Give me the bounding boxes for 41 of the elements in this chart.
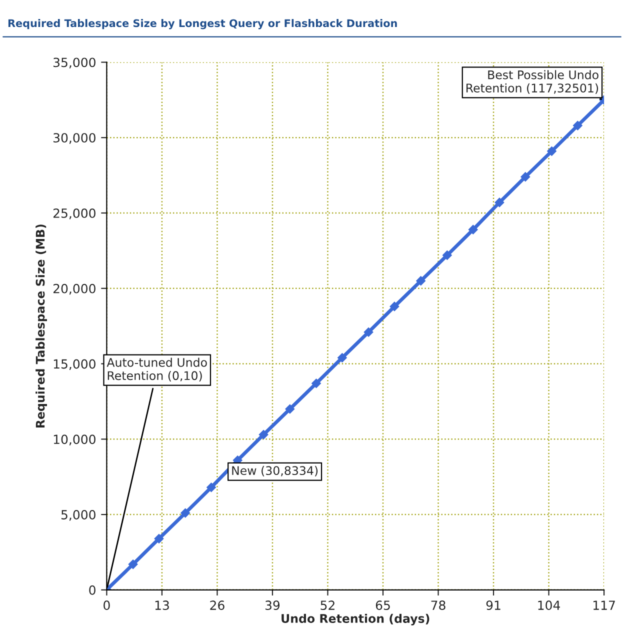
point [206, 482, 216, 492]
point [546, 146, 557, 156]
point [285, 404, 295, 414]
y-tick-label: 10,000 [54, 434, 96, 446]
point [416, 276, 426, 286]
point [572, 120, 583, 130]
point [442, 250, 452, 260]
x-axis-title: Undo Retention (days) [282, 614, 430, 626]
point [337, 352, 348, 363]
point [468, 224, 478, 234]
annotation: Auto-tuned Undo Retention (0,10) [106, 358, 207, 382]
point [364, 327, 374, 338]
point [494, 198, 504, 208]
y-tick-label: 15,000 [54, 359, 96, 370]
x-tick-label: 39 [265, 600, 280, 610]
x-tick-label: 26 [210, 600, 224, 610]
y-tick-label: 0 [89, 585, 96, 595]
point [180, 508, 190, 518]
x-tick-label: 65 [376, 600, 390, 610]
point [311, 378, 322, 388]
y-tick-label: 35,000 [54, 58, 96, 68]
y-tick-label: 30,000 [54, 133, 96, 144]
y-tick-label: 25,000 [53, 208, 96, 220]
x-tick-label: 91 [486, 600, 500, 610]
annotation: Best Possible Undo Retention (117,32501) [466, 70, 598, 94]
x-tick-label: 104 [538, 600, 560, 610]
x-tick-label: 117 [593, 600, 615, 610]
x-tick-label: 0 [104, 600, 110, 610]
annotation: New (30,8334) [232, 466, 318, 476]
point [390, 302, 400, 312]
point [128, 559, 138, 570]
point [154, 534, 164, 544]
x-tick-label: 13 [155, 600, 169, 610]
x-tick-label: 78 [431, 600, 446, 610]
y-tick-label: 20,000 [53, 284, 96, 295]
y-tick-label: 5,000 [61, 510, 96, 521]
x-tick-label: 52 [320, 600, 334, 610]
chart-title: Required Tablespace Size by Longest Query or Flashback Duration [8, 19, 397, 30]
point [258, 430, 268, 440]
point [520, 172, 530, 182]
y-axis-title: Required Tablespace Size (MB) [36, 224, 47, 428]
